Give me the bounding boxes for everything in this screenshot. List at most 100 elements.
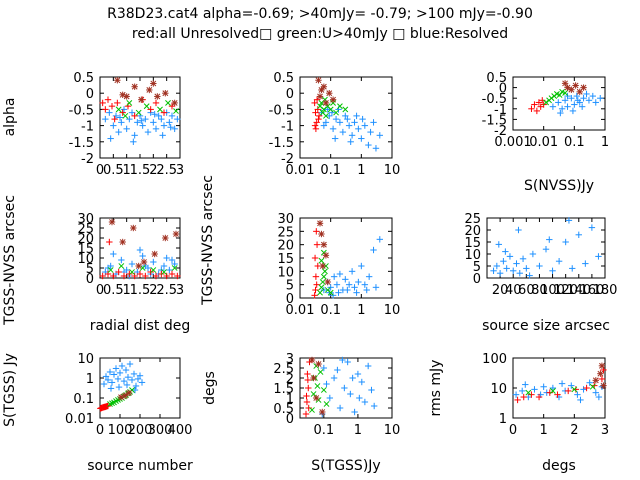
data-point-d2 <box>599 362 605 369</box>
x-tick-label: 400 <box>168 423 193 438</box>
data-point <box>503 265 510 272</box>
data-point-d2 <box>318 284 325 291</box>
data-point-d2 <box>313 395 320 401</box>
data-point <box>344 115 351 123</box>
y-tick-label: 25 <box>464 212 481 227</box>
data-point <box>136 372 144 379</box>
series-darkred <box>316 220 331 286</box>
data-point <box>120 377 128 385</box>
x-tick-label: 0.01 <box>286 163 315 178</box>
data-point <box>171 99 178 107</box>
chart-subtitle: red:all Unresolved□ green:U>40mJy □ blue… <box>131 26 509 42</box>
y-tick-label: 0.01 <box>65 412 94 427</box>
data-point <box>121 392 129 399</box>
data-point <box>108 379 116 386</box>
y-tick-label: 30 <box>77 212 94 227</box>
data-point <box>347 390 354 398</box>
data-point <box>138 379 146 386</box>
x-tick-label: 0.5 <box>103 283 124 298</box>
data-point <box>329 96 337 103</box>
data-point <box>152 99 160 107</box>
data-point <box>311 122 319 129</box>
data-point <box>150 119 157 126</box>
y-tick-label: 0 <box>86 272 94 287</box>
data-point <box>311 254 319 262</box>
data-point <box>576 88 583 96</box>
data-point-d2 <box>126 100 133 106</box>
data-point <box>140 258 148 266</box>
data-point <box>174 272 181 280</box>
data-point <box>361 281 369 288</box>
x-tick-label: 0.1 <box>320 163 341 178</box>
data-point <box>336 103 343 110</box>
data-point <box>348 268 356 275</box>
series-green <box>543 88 569 106</box>
data-point <box>112 365 120 372</box>
data-point-d2 <box>336 103 343 110</box>
data-point <box>160 109 168 116</box>
series-darkred <box>561 80 587 96</box>
data-point <box>107 135 114 142</box>
data-point <box>155 112 162 120</box>
data-point <box>554 391 561 398</box>
data-point-d2 <box>318 87 325 93</box>
data-point <box>526 272 533 279</box>
data-point <box>510 267 517 274</box>
data-point <box>496 270 504 277</box>
data-point <box>549 384 557 392</box>
data-point <box>565 387 572 395</box>
data-point <box>104 270 112 278</box>
y-tick-label: 0.5 <box>273 71 294 86</box>
series-blue <box>319 356 378 418</box>
series-green <box>317 249 334 296</box>
data-point <box>119 109 126 116</box>
data-point <box>108 218 116 226</box>
data-point <box>506 253 514 260</box>
data-point <box>171 265 178 271</box>
y-tick-label: 100 <box>482 352 507 367</box>
data-point <box>146 86 153 94</box>
data-point <box>126 360 134 368</box>
data-point <box>318 109 325 116</box>
x-tick-label: 300 <box>148 423 173 438</box>
data-point <box>585 97 593 104</box>
data-point <box>330 273 338 280</box>
data-point <box>351 284 358 291</box>
data-point <box>125 389 133 397</box>
data-point <box>571 101 578 108</box>
data-point <box>131 272 138 280</box>
data-point <box>122 366 130 374</box>
data-point-d2 <box>317 93 323 100</box>
data-point-d2 <box>107 267 114 273</box>
data-point <box>345 122 353 129</box>
series-darkred <box>114 77 178 107</box>
data-point <box>115 128 122 136</box>
data-point <box>168 102 176 110</box>
data-point-d2 <box>342 106 349 113</box>
data-point <box>139 252 146 260</box>
x-tick-label: 2.5 <box>156 283 177 298</box>
x-axis-label: source size arcsec <box>482 318 610 334</box>
data-point <box>102 115 109 123</box>
data-point <box>114 375 122 383</box>
data-point <box>126 115 133 123</box>
data-point-d2 <box>562 80 569 87</box>
data-point <box>163 272 170 280</box>
data-point <box>106 238 113 246</box>
series-green <box>525 383 596 396</box>
data-point-d2 <box>162 235 169 241</box>
x-tick-label: 1 <box>540 423 548 438</box>
data-point <box>311 292 318 299</box>
data-point <box>336 270 344 278</box>
data-point <box>333 109 339 116</box>
data-point <box>309 407 315 413</box>
data-point <box>564 92 571 100</box>
data-point-d2 <box>564 84 571 91</box>
data-point <box>528 105 535 112</box>
data-point-d2 <box>157 106 163 113</box>
data-point <box>315 77 322 84</box>
data-point <box>151 111 158 118</box>
data-point <box>558 380 566 387</box>
